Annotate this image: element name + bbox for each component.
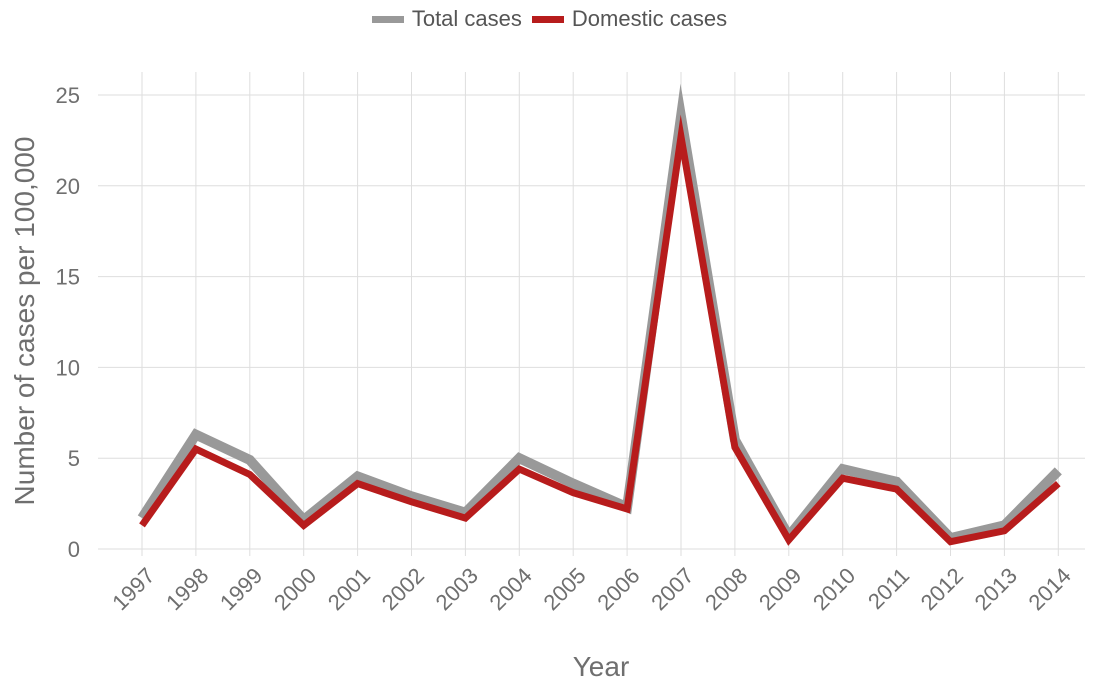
y-tick-label: 25 <box>56 83 80 108</box>
x-tick-label: 1997 <box>107 563 159 615</box>
y-axis-label: Number of cases per 100,000 <box>9 137 40 506</box>
x-tick-label: 1999 <box>215 563 267 615</box>
y-tick-label: 10 <box>56 355 80 380</box>
x-tick-label: 2004 <box>485 563 537 615</box>
x-tick-label: 2012 <box>916 563 968 615</box>
series-lines <box>137 83 1062 546</box>
y-tick-labels: 0 5 10 15 20 25 <box>56 83 80 562</box>
x-tick-labels: 1997 1998 1999 2000 2001 2002 2003 2004 2005 2006… <box>107 563 1076 615</box>
y-tick-label: 5 <box>68 446 80 471</box>
legend-swatch-domestic <box>531 15 564 23</box>
legend-label-total: Total cases <box>411 6 522 31</box>
x-tick-label: 2002 <box>377 563 429 615</box>
legend-swatch-total <box>371 15 404 23</box>
grid-lines <box>98 72 1085 556</box>
x-tick-label: 2000 <box>269 563 321 615</box>
legend-item-domestic: Domestic cases <box>531 6 728 32</box>
series-line-total <box>137 83 1062 546</box>
x-tick-label: 1998 <box>161 563 213 615</box>
y-tick-label: 20 <box>56 174 80 199</box>
x-tick-label: 2008 <box>700 563 752 615</box>
x-tick-label: 2001 <box>323 563 375 615</box>
x-tick-label: 2011 <box>863 563 914 614</box>
x-tick-label: 2003 <box>431 563 483 615</box>
x-tick-label: 2005 <box>538 563 590 615</box>
x-tick-label: 2014 <box>1024 563 1076 615</box>
legend-label-domestic: Domestic cases <box>571 6 728 31</box>
y-tick-label: 0 <box>68 537 80 562</box>
x-axis-label: Year <box>573 651 630 681</box>
y-tick-label: 15 <box>56 265 80 290</box>
series-line-domestic <box>139 114 1061 546</box>
legend: Total cases Domestic cases <box>0 6 1099 32</box>
x-tick-label: 2009 <box>754 563 806 615</box>
x-tick-label: 2013 <box>970 563 1022 615</box>
x-tick-label: 2006 <box>592 563 644 615</box>
x-tick-label: 2010 <box>808 563 860 615</box>
x-tick-label: 2007 <box>646 563 698 615</box>
legend-item-total: Total cases <box>371 6 522 32</box>
